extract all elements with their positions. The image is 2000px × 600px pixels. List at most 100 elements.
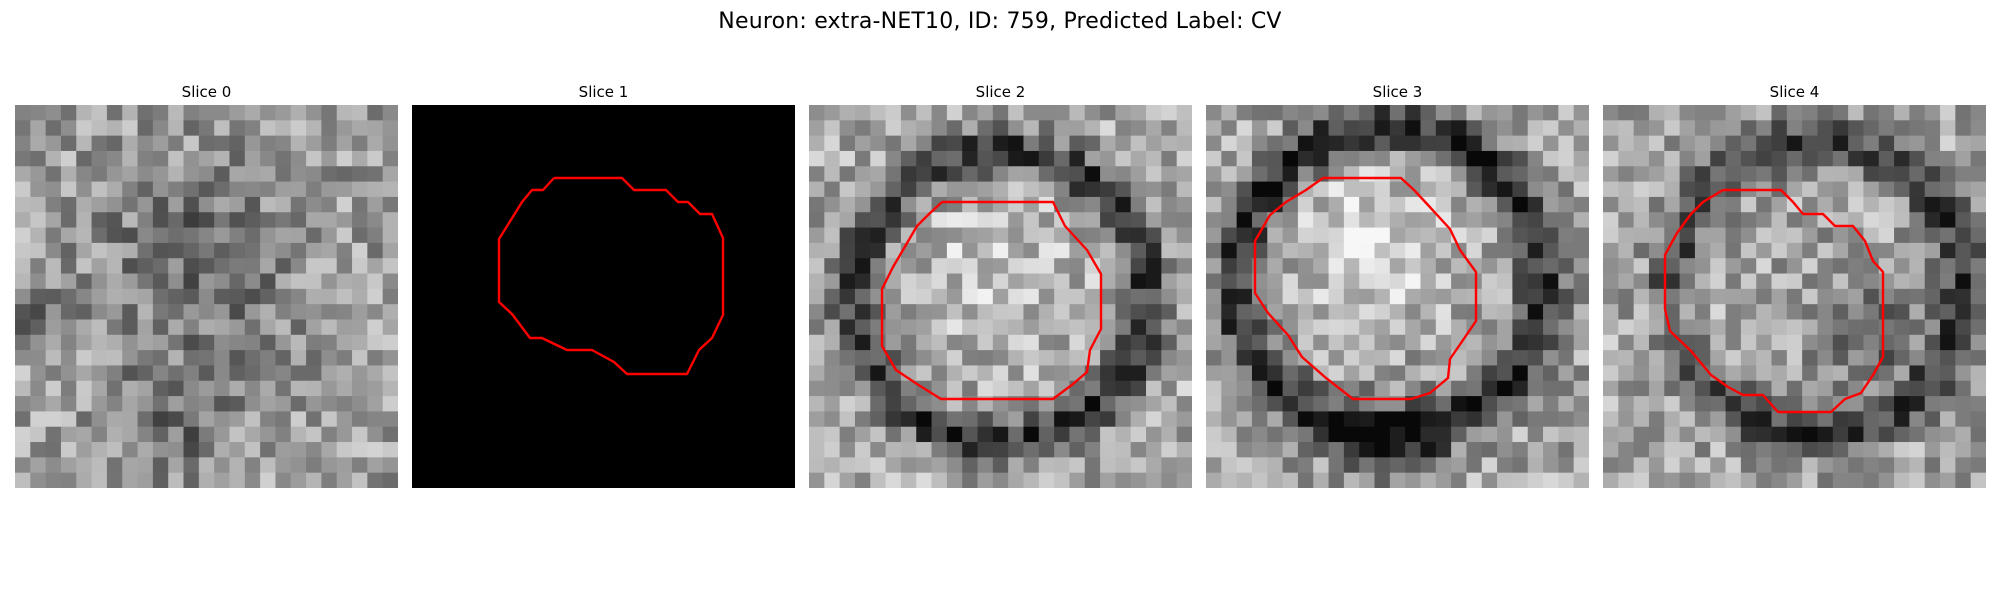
pixel-cell [1100,304,1116,321]
pixel-cell [1146,350,1162,367]
pixel-cell [244,365,261,382]
pixel-cell [1054,426,1071,443]
pixel-cell [1756,105,1773,121]
pixel-cell [1008,442,1025,458]
pixel-cell [122,411,139,428]
pixel-cell [1023,181,1040,198]
pixel-cell [1069,426,1086,443]
pixel-cell [306,411,322,428]
pixel-cell [336,105,353,121]
pixel-cell [152,411,169,428]
pixel-cell [1420,166,1437,183]
pixel-cell [1802,288,1819,305]
pixel-cell [1817,212,1834,229]
pixel-cell [1909,242,1926,259]
pixel-cell [1130,242,1147,259]
pixel-cell [1236,288,1253,305]
pixel-cell [854,472,871,488]
pixel-cell [916,227,933,244]
pixel-cell [916,135,933,152]
pixel-cell [306,105,322,121]
pixel-cell [91,212,108,229]
pixel-cell [839,288,856,305]
pixel-cell [1069,457,1086,474]
pixel-cell [60,105,77,121]
pixel-cell [1512,304,1529,321]
pixel-cell [198,120,215,137]
pixel-cell [1710,181,1727,198]
pixel-cell [1251,304,1268,321]
pixel-cell [352,120,368,137]
pixel-cell [1771,196,1788,213]
pixel-cell [1573,258,1589,275]
pixel-cell [1633,442,1650,458]
pixel-cell [1817,196,1834,213]
pixel-cell [1466,304,1483,321]
pixel-cell [45,426,62,443]
pixel-cell [1832,457,1849,474]
pixel-cell [183,350,200,367]
pixel-cell [1878,166,1895,183]
pixel-cell [1389,350,1406,367]
pixel-cell [1161,334,1178,351]
pixel-cell [1573,120,1589,137]
pixel-cell [321,105,338,121]
pixel-cell [1130,120,1147,137]
pixel-cell [1558,426,1575,443]
pixel-cell [1558,150,1575,167]
pixel-cell [137,196,154,213]
pixel-cell [60,120,77,137]
pixel-cell [1543,258,1559,275]
pixel-cell [1940,350,1956,367]
pixel-cell [824,181,841,198]
pixel-cell [1863,166,1880,183]
pixel-cell [1878,135,1895,152]
pixel-cell [1955,288,1972,305]
slice-0-title: Slice 0 [181,83,232,101]
pixel-cell [1008,227,1025,244]
pixel-cell [854,288,871,305]
pixel-cell [1146,396,1162,412]
pixel-cell [1694,212,1711,229]
pixel-cell [1100,212,1116,229]
pixel-cell [1420,304,1437,321]
pixel-cell [306,334,322,351]
pixel-cell [1389,212,1406,229]
pixel-cell [1420,227,1437,244]
pixel-cell [1359,135,1376,152]
pixel-cell [1146,380,1162,397]
pixel-cell [809,242,825,259]
pixel-cell [1894,472,1910,488]
pixel-cell [1909,319,1926,336]
pixel-cell [1221,365,1238,382]
pixel-cell [183,319,200,336]
pixel-cell [214,166,231,183]
pixel-cell [1694,120,1711,137]
pixel-cell [382,242,398,259]
pixel-cell [122,472,139,488]
pixel-cell [1176,212,1192,229]
pixel-cell [1251,120,1268,137]
pixel-cell [1084,304,1101,321]
pixel-cell [152,442,169,458]
pixel-cell [1084,472,1101,488]
pixel-cell [122,258,139,275]
pixel-cell [1297,304,1314,321]
pixel-cell [1878,120,1895,137]
pixel-cell [946,181,963,198]
pixel-cell [854,350,871,367]
pixel-cell [1038,150,1055,167]
pixel-cell [1512,196,1529,213]
pixel-cell [198,442,215,458]
pixel-cell [1359,319,1376,336]
pixel-cell [15,166,31,183]
pixel-cell [900,181,917,198]
pixel-cell [122,457,139,474]
pixel-cell [244,166,261,183]
pixel-cell [1664,304,1681,321]
pixel-cell [1832,350,1849,367]
pixel-cell [1940,334,1956,351]
pixel-cell [1802,196,1819,213]
pixel-cell [1633,227,1650,244]
pixel-cell [1100,258,1116,275]
